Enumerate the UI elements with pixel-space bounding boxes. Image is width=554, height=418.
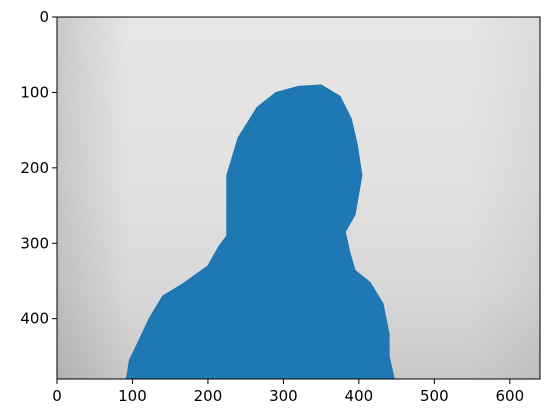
plot-frame <box>56 16 541 380</box>
y-tick-label: 0 <box>39 8 49 26</box>
x-tick-label: 500 <box>420 387 449 405</box>
x-tick-label: 100 <box>118 387 147 405</box>
y-tick-label: 300 <box>20 234 49 252</box>
x-tick-label: 0 <box>52 387 62 405</box>
x-tick-label: 200 <box>194 387 223 405</box>
x-tick-label: 300 <box>269 387 298 405</box>
x-tick-label: 600 <box>495 387 524 405</box>
segmentation-mask <box>125 84 395 379</box>
y-tick-label: 400 <box>20 310 49 328</box>
y-axis: 0 100 200 300 400 <box>20 8 57 328</box>
x-axis: 0 100 200 300 400 500 600 <box>52 379 524 405</box>
y-tick-label: 200 <box>20 159 49 177</box>
x-tick-label: 400 <box>345 387 374 405</box>
y-tick-label: 100 <box>20 83 49 101</box>
